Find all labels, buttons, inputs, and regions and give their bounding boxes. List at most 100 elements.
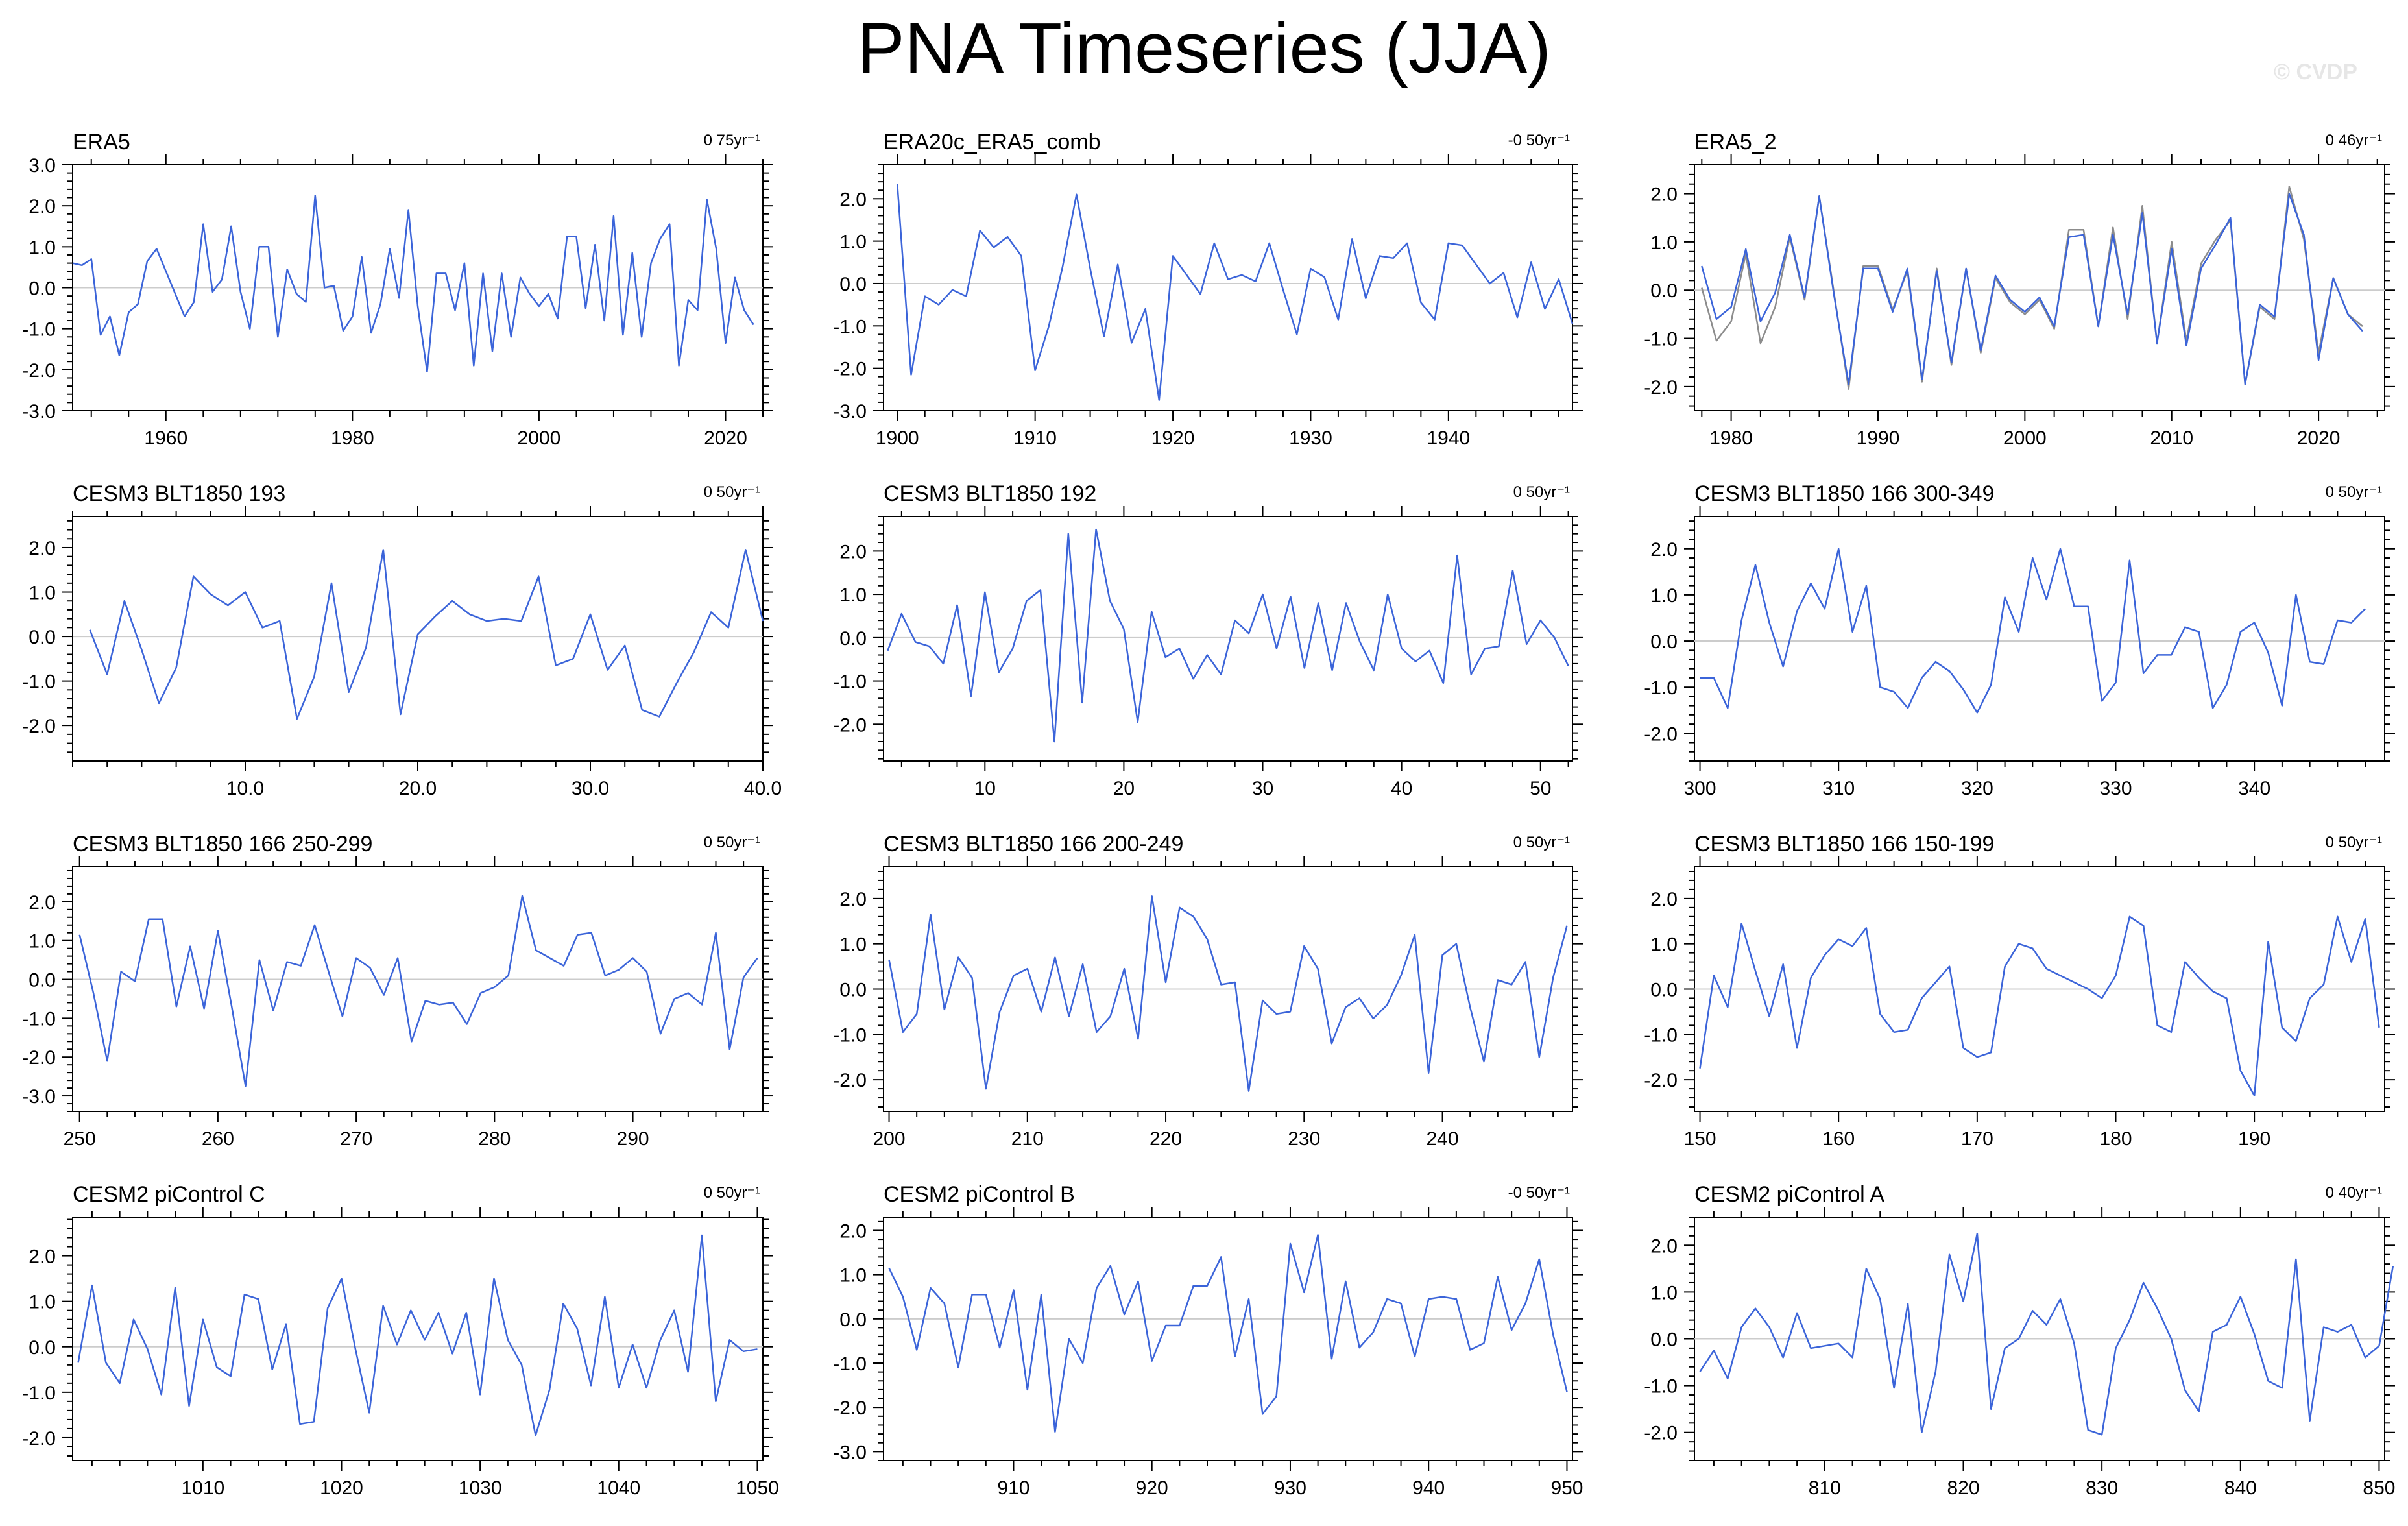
x-tick-label: 200 <box>873 1128 905 1150</box>
y-tick-label: -2.0 <box>833 1398 867 1419</box>
y-tick-label: -2.0 <box>22 716 56 737</box>
x-tick-label: 150 <box>1684 1128 1716 1150</box>
chart-panel: ERA5_2 0 46yr⁻¹ -2.0 -1.0 0.0 1.0 2.0 1980 1990 2… <box>1644 130 2395 449</box>
series-line <box>89 549 764 720</box>
x-tick-label: 230 <box>1288 1128 1320 1150</box>
trend-label: 0 50yr⁻¹ <box>1513 834 1570 851</box>
x-tick-label: 250 <box>64 1128 96 1150</box>
panel-title: CESM3 BLT1850 193 <box>73 481 285 506</box>
trend-label: 0 50yr⁻¹ <box>704 1184 760 1202</box>
y-tick-label: -1.0 <box>22 1008 56 1030</box>
x-tick-label: 270 <box>340 1128 372 1150</box>
chart-panel: CESM3 BLT1850 193 0 50yr⁻¹ -2.0 -1.0 0.0 1.0 2… <box>22 481 782 799</box>
x-tick-label: 1980 <box>331 428 374 449</box>
y-tick-label: 1.0 <box>1650 232 1678 254</box>
x-tick-label: 240 <box>1427 1128 1459 1150</box>
x-tick-label: 20 <box>1113 778 1135 799</box>
y-tick-label: -2.0 <box>1644 1070 1678 1091</box>
y-tick-label: 1.0 <box>1650 585 1678 607</box>
y-tick-label: -1.0 <box>22 319 56 341</box>
x-tick-label: 30.0 <box>572 778 609 799</box>
x-tick-label: 260 <box>202 1128 234 1150</box>
y-tick-label: -2.0 <box>22 1047 56 1069</box>
x-tick-label: 1010 <box>181 1477 224 1499</box>
plot-frame <box>72 1217 764 1461</box>
chart-panel: CESM3 BLT1850 192 0 50yr⁻¹ -2.0 -1.0 0.0 1.0 2… <box>833 481 1583 799</box>
trend-label: 0 46yr⁻¹ <box>2326 132 2382 149</box>
y-tick-label: 0.0 <box>1650 280 1678 302</box>
y-tick-label: -3.0 <box>833 401 867 422</box>
y-tick-label: -2.0 <box>833 1070 867 1091</box>
trend-label: 0 50yr⁻¹ <box>704 834 760 851</box>
trend-label: 0 40yr⁻¹ <box>2326 1184 2382 1202</box>
watermark: © CVDP <box>2274 60 2357 84</box>
series-line <box>1699 915 2380 1096</box>
y-tick-label: -1.0 <box>833 316 867 337</box>
panel-title: ERA5_2 <box>1694 130 1777 154</box>
trend-label: 0 50yr⁻¹ <box>2326 483 2382 501</box>
y-tick-label: 2.0 <box>839 541 867 563</box>
y-tick-label: 2.0 <box>1650 184 1678 206</box>
chart-panel: CESM3 BLT1850 166 200-249 0 50yr⁻¹ -2.0 -1.… <box>833 832 1583 1150</box>
chart-panel: CESM3 BLT1850 166 300-349 0 50yr⁻¹ -2.0 -1.… <box>1644 481 2395 799</box>
x-tick-label: 2010 <box>2150 428 2193 449</box>
trend-label: -0 50yr⁻¹ <box>1508 1184 1570 1202</box>
chart-panel: CESM2 piControl B -0 50yr⁻¹ -3.0 -2.0 -1.0 0.… <box>833 1182 1583 1499</box>
panel-title: CESM3 BLT1850 166 150-199 <box>1694 832 1994 856</box>
x-tick-label: 320 <box>1961 778 1993 799</box>
x-tick-label: 830 <box>2086 1477 2118 1499</box>
chart-panel: ERA20c_ERA5_comb -0 50yr⁻¹ -3.0 -2.0 -1.0 0.0… <box>833 130 1583 449</box>
series-line <box>888 895 1568 1092</box>
x-tick-label: 840 <box>2224 1477 2257 1499</box>
y-tick-label: -1.0 <box>833 1024 867 1046</box>
chart-panel: CESM3 BLT1850 166 250-299 0 50yr⁻¹ -3.0 -2.… <box>22 832 773 1150</box>
chart-panel: CESM2 piControl C 0 50yr⁻¹ -2.0 -1.0 0.0 1.0 2… <box>22 1182 779 1499</box>
series-line-overlay <box>1701 186 2363 390</box>
x-tick-label: 280 <box>478 1128 511 1150</box>
x-tick-label: 850 <box>2363 1477 2395 1499</box>
chart-panel: CESM3 BLT1850 166 150-199 0 50yr⁻¹ -2.0 -1.… <box>1644 832 2395 1150</box>
x-tick-label: 1930 <box>1289 428 1332 449</box>
x-tick-label: 10.0 <box>226 778 264 799</box>
trend-label: 0 75yr⁻¹ <box>704 132 760 149</box>
x-tick-label: 330 <box>2099 778 2132 799</box>
y-tick-label: 1.0 <box>839 585 867 606</box>
y-tick-label: 1.0 <box>839 934 867 956</box>
y-tick-label: 1.0 <box>839 232 867 253</box>
x-tick-label: 40 <box>1391 778 1412 799</box>
trend-label: -0 50yr⁻¹ <box>1508 132 1570 149</box>
y-tick-label: 0.0 <box>1650 980 1678 1001</box>
x-tick-label: 310 <box>1822 778 1855 799</box>
y-tick-label: 2.0 <box>1650 1235 1678 1257</box>
y-tick-label: 0.0 <box>1650 631 1678 653</box>
x-tick-label: 1900 <box>876 428 919 449</box>
series-line <box>78 895 758 1087</box>
y-tick-label: 0.0 <box>29 627 56 648</box>
y-tick-label: 1.0 <box>29 1292 56 1313</box>
y-tick-label: 1.0 <box>29 237 56 258</box>
panel-title: CESM3 BLT1850 192 <box>884 481 1096 506</box>
x-tick-label: 220 <box>1150 1128 1182 1150</box>
y-tick-label: 2.0 <box>839 189 867 210</box>
x-tick-label: 30 <box>1252 778 1273 799</box>
panel-title: CESM2 piControl A <box>1694 1182 1884 1207</box>
page-title: PNA Timeseries (JJA) <box>857 8 1551 88</box>
x-tick-label: 40.0 <box>744 778 782 799</box>
x-tick-label: 1030 <box>459 1477 502 1499</box>
x-tick-label: 50 <box>1530 778 1551 799</box>
y-tick-label: -1.0 <box>1644 677 1678 699</box>
x-tick-label: 10 <box>974 778 996 799</box>
panel-title: ERA20c_ERA5_comb <box>884 130 1101 154</box>
y-tick-label: 2.0 <box>839 1220 867 1242</box>
x-tick-label: 1910 <box>1013 428 1057 449</box>
y-tick-label: 1.0 <box>1650 934 1678 956</box>
series-line <box>896 184 1574 401</box>
x-tick-label: 1980 <box>1709 428 1753 449</box>
y-tick-label: 0.0 <box>839 1309 867 1331</box>
x-tick-label: 1040 <box>597 1477 640 1499</box>
plot-frame <box>1694 516 2385 762</box>
trend-label: 0 50yr⁻¹ <box>2326 834 2382 851</box>
series-line <box>1699 1232 2394 1436</box>
trend-label: 0 50yr⁻¹ <box>704 483 760 501</box>
